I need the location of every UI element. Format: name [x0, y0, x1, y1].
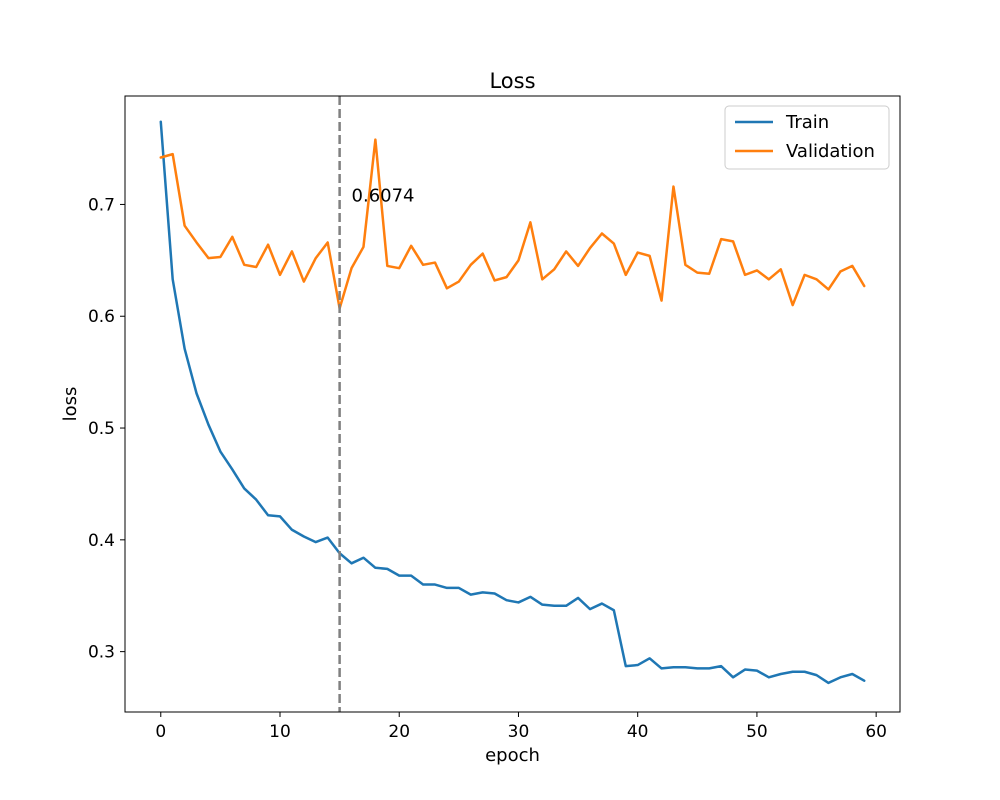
chart-title: Loss [489, 69, 535, 93]
plot-lines [159, 96, 866, 712]
x-axis: 0 10 20 30 40 50 60 [155, 712, 887, 742]
y-axis: 0.3 0.4 0.5 0.6 0.7 [88, 195, 125, 663]
y-tick-label: 0.6 [88, 307, 115, 327]
y-tick-label: 0.3 [88, 643, 115, 663]
x-tick-label: 50 [746, 722, 768, 742]
series-line-validation [159, 138, 866, 310]
y-tick-label: 0.7 [88, 195, 115, 215]
x-tick-label: 20 [388, 722, 410, 742]
legend-label-validation: Validation [786, 141, 875, 162]
y-tick-label: 0.5 [88, 419, 115, 439]
legend-label-train: Train [785, 112, 829, 133]
legend: Train Validation [724, 105, 890, 170]
x-tick-label: 30 [508, 722, 530, 742]
x-axis-label: epoch [485, 745, 540, 766]
x-tick-label: 10 [269, 722, 291, 742]
best-loss-annotation: 0.6074 [352, 185, 415, 206]
y-tick-label: 0.4 [88, 531, 115, 551]
x-tick-label: 60 [865, 722, 887, 742]
x-tick-label: 0 [155, 722, 166, 742]
y-axis-label: loss [60, 387, 81, 422]
x-tick-label: 40 [627, 722, 649, 742]
plot-frame [124, 95, 901, 713]
series-line-train [159, 120, 866, 685]
